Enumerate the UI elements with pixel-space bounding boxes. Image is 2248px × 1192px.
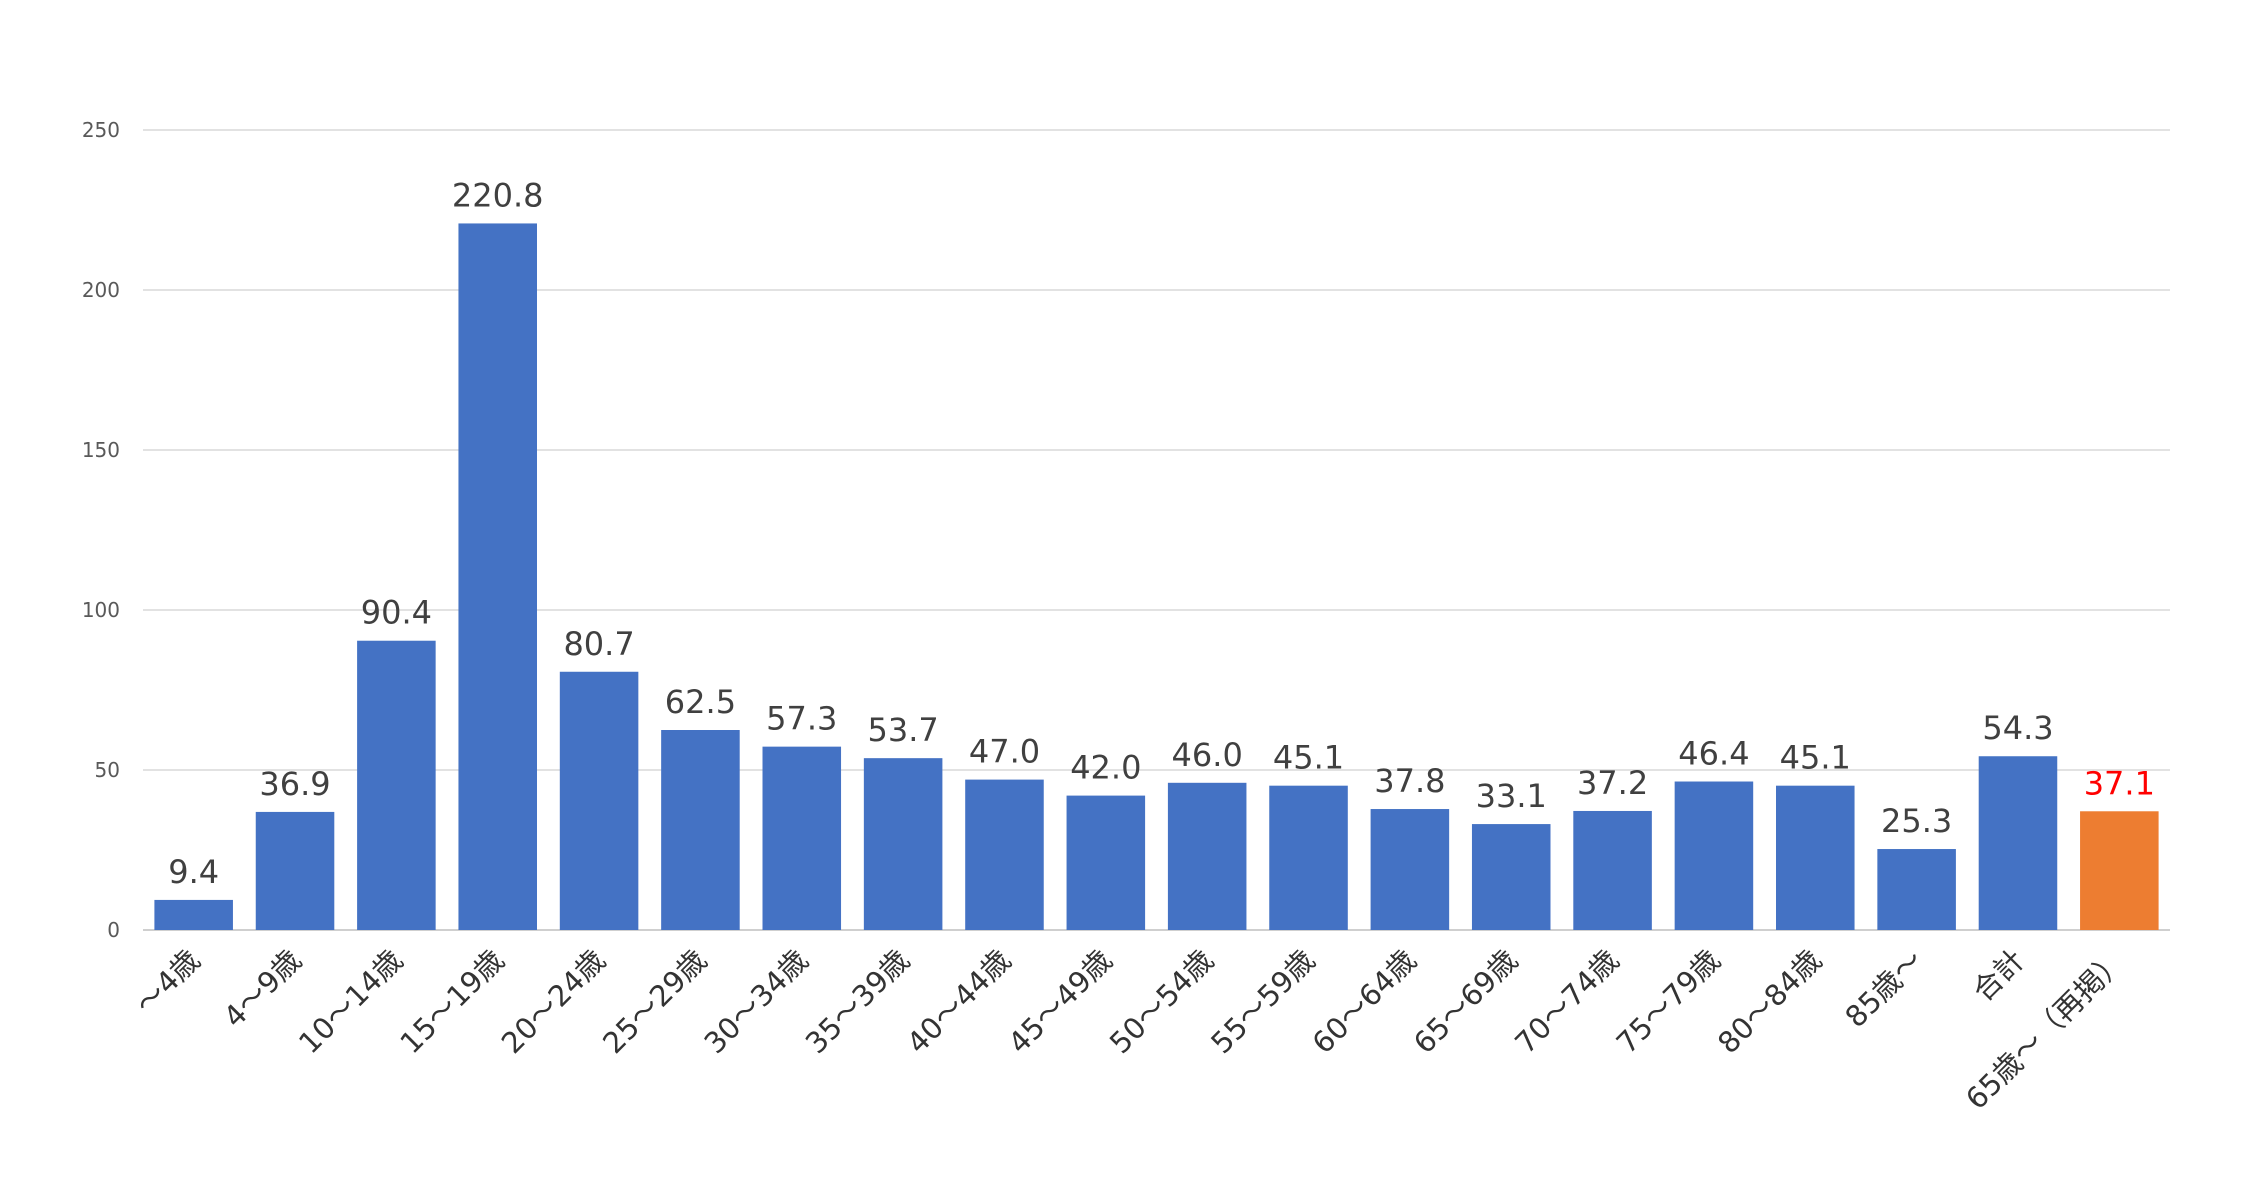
data-label: 42.0 xyxy=(1070,749,1141,787)
data-label: 46.0 xyxy=(1172,736,1243,774)
gridlines xyxy=(143,129,2170,931)
bar xyxy=(863,758,943,930)
y-tick-label: 150 xyxy=(82,438,120,462)
bar xyxy=(1877,849,1956,930)
data-label: 62.5 xyxy=(665,683,736,721)
data-label: 47.0 xyxy=(969,733,1040,771)
bar xyxy=(1370,809,1450,930)
x-tick-label: 65～69歳 xyxy=(1407,943,1524,1060)
bar xyxy=(1776,785,1855,930)
x-tick-label: 50～54歳 xyxy=(1103,943,1220,1060)
y-tick-label: 50 xyxy=(95,758,120,782)
x-tick-label: 30～34歳 xyxy=(697,943,814,1060)
y-tick-label: 0 xyxy=(107,918,120,942)
data-labels: 9.4 36.9 90.4 220.8 80.7 62.5 57.3 53.7 47.0 42.0… xyxy=(168,176,2155,890)
bar xyxy=(559,671,639,930)
x-tick-label: 80～84歳 xyxy=(1711,943,1828,1060)
data-label: 220.8 xyxy=(452,176,544,214)
x-tick-label: 10～14歳 xyxy=(292,943,409,1060)
bar xyxy=(1167,782,1247,930)
x-tick-label: 60～64歳 xyxy=(1306,943,1423,1060)
x-tick-label: 85歳～ xyxy=(1838,943,1929,1034)
data-label: 45.1 xyxy=(1780,739,1851,777)
bar xyxy=(2080,811,2159,930)
x-tick-label: 75～79歳 xyxy=(1610,943,1727,1060)
bar xyxy=(965,779,1044,930)
bar xyxy=(458,223,537,930)
data-label: 80.7 xyxy=(563,625,634,663)
x-tick-label: 70～74歳 xyxy=(1508,943,1625,1060)
bar xyxy=(154,899,233,930)
x-tick-label: 合計 xyxy=(1966,943,2031,1008)
data-label: 54.3 xyxy=(1982,709,2053,747)
bar xyxy=(1269,785,1348,930)
bar xyxy=(1674,781,1754,930)
x-tick-label: 40～44歳 xyxy=(900,943,1017,1060)
data-label: 9.4 xyxy=(168,853,219,891)
bar xyxy=(1471,824,1551,930)
x-tick-label: 20～24歳 xyxy=(495,943,612,1060)
y-tick-label: 100 xyxy=(82,598,120,622)
data-label: 57.3 xyxy=(766,700,837,738)
data-label: 33.1 xyxy=(1476,777,1547,815)
x-tick-label: 15～19歳 xyxy=(393,943,510,1060)
bar xyxy=(255,811,335,930)
data-label: 46.4 xyxy=(1678,735,1749,773)
x-tick-label: 4～9歳 xyxy=(217,943,308,1034)
data-label: 37.2 xyxy=(1577,764,1648,802)
bar xyxy=(762,746,842,930)
x-tick-label: 25～29歳 xyxy=(596,943,713,1060)
bars xyxy=(154,223,2159,930)
x-tick-label: ～4歳 xyxy=(129,943,207,1021)
bar xyxy=(1978,756,2058,930)
data-label: 53.7 xyxy=(868,711,939,749)
data-label: 36.9 xyxy=(259,765,330,803)
bar xyxy=(357,640,436,930)
x-tick-label: 35～39歳 xyxy=(799,943,916,1060)
data-label: 45.1 xyxy=(1273,739,1344,777)
x-tick-label: 55～59歳 xyxy=(1204,943,1321,1060)
x-tick-label: 45～49歳 xyxy=(1002,943,1119,1060)
data-label: 90.4 xyxy=(361,594,432,632)
x-axis-ticks: ～4歳 4～9歳10～14歳15～19歳20～24歳25～29歳30～34歳35～… xyxy=(129,943,2133,1116)
bar xyxy=(661,730,740,930)
bar xyxy=(1573,810,1652,930)
y-tick-label: 250 xyxy=(82,118,120,142)
data-label: 25.3 xyxy=(1881,802,1952,840)
bar xyxy=(1066,795,1146,930)
y-axis-ticks: 0 50 100 150 200 250 xyxy=(82,118,120,942)
y-tick-label: 200 xyxy=(82,278,120,302)
data-label: 37.8 xyxy=(1374,762,1445,800)
data-label: 37.1 xyxy=(2084,764,2155,802)
